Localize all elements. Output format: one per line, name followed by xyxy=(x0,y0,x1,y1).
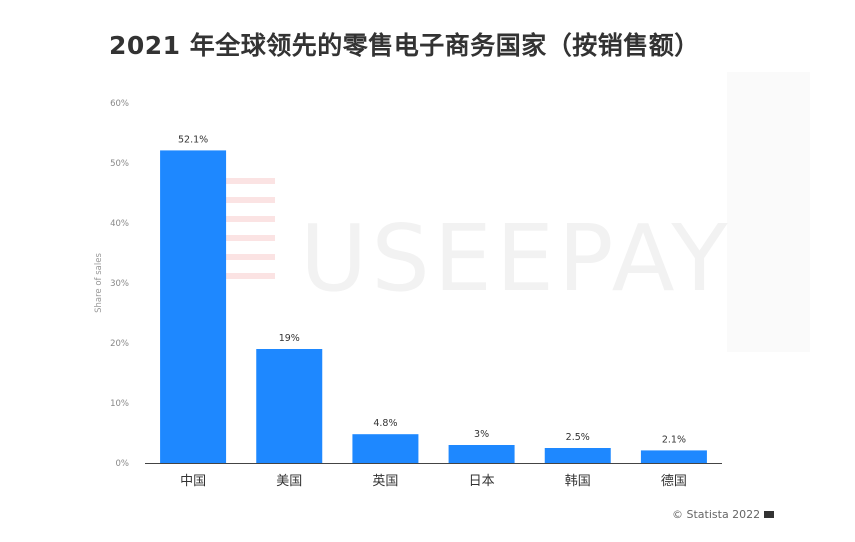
x-tick-label: 日本 xyxy=(469,474,495,489)
chart-title: 2021 年全球领先的零售电子商务国家（按销售额） xyxy=(109,31,700,60)
y-tick-label: 30% xyxy=(110,279,129,289)
bar[interactable] xyxy=(352,434,419,463)
y-axis: 0% 10% 20% 30% 40% 50% 60% xyxy=(110,99,129,469)
x-tick-label: 中国 xyxy=(180,474,206,489)
flag-icon[interactable] xyxy=(764,511,775,518)
bars: 52.1% 19% 4.8% 3% 2.5% 2.1% xyxy=(160,134,707,463)
y-tick-label: 10% xyxy=(110,399,129,409)
y-tick-label: 40% xyxy=(110,219,129,229)
bar-value-label: 52.1% xyxy=(178,134,208,145)
bar-value-label: 19% xyxy=(279,333,300,344)
y-tick-label: 50% xyxy=(110,159,129,169)
x-tick-label: 韩国 xyxy=(565,474,591,489)
bar-value-label: 2.1% xyxy=(662,434,686,445)
credit[interactable]: © Statista 2022 xyxy=(672,508,775,521)
bar[interactable] xyxy=(256,349,323,463)
y-tick-label: 0% xyxy=(116,459,130,469)
watermark: USEEPAY xyxy=(300,205,732,312)
x-tick-label: 英国 xyxy=(372,474,398,489)
bar[interactable] xyxy=(640,450,707,463)
x-tick-label: 美国 xyxy=(276,474,302,489)
credit-text[interactable]: © Statista 2022 xyxy=(672,508,761,521)
bar[interactable] xyxy=(448,445,515,463)
bar-value-label: 4.8% xyxy=(373,418,397,429)
y-axis-title: Share of sales xyxy=(94,253,104,313)
y-tick-label: 60% xyxy=(110,99,129,109)
watermark-stripes xyxy=(210,178,275,296)
bar-value-label: 2.5% xyxy=(566,432,590,443)
bar[interactable] xyxy=(160,150,227,463)
y-tick-label: 20% xyxy=(110,339,129,349)
bar[interactable] xyxy=(544,448,611,463)
x-tick-label: 德国 xyxy=(661,474,687,489)
x-axis-labels: 中国 美国 英国 日本 韩国 德国 xyxy=(180,474,687,489)
side-panel xyxy=(727,72,810,352)
bar-value-label: 3% xyxy=(474,429,489,440)
